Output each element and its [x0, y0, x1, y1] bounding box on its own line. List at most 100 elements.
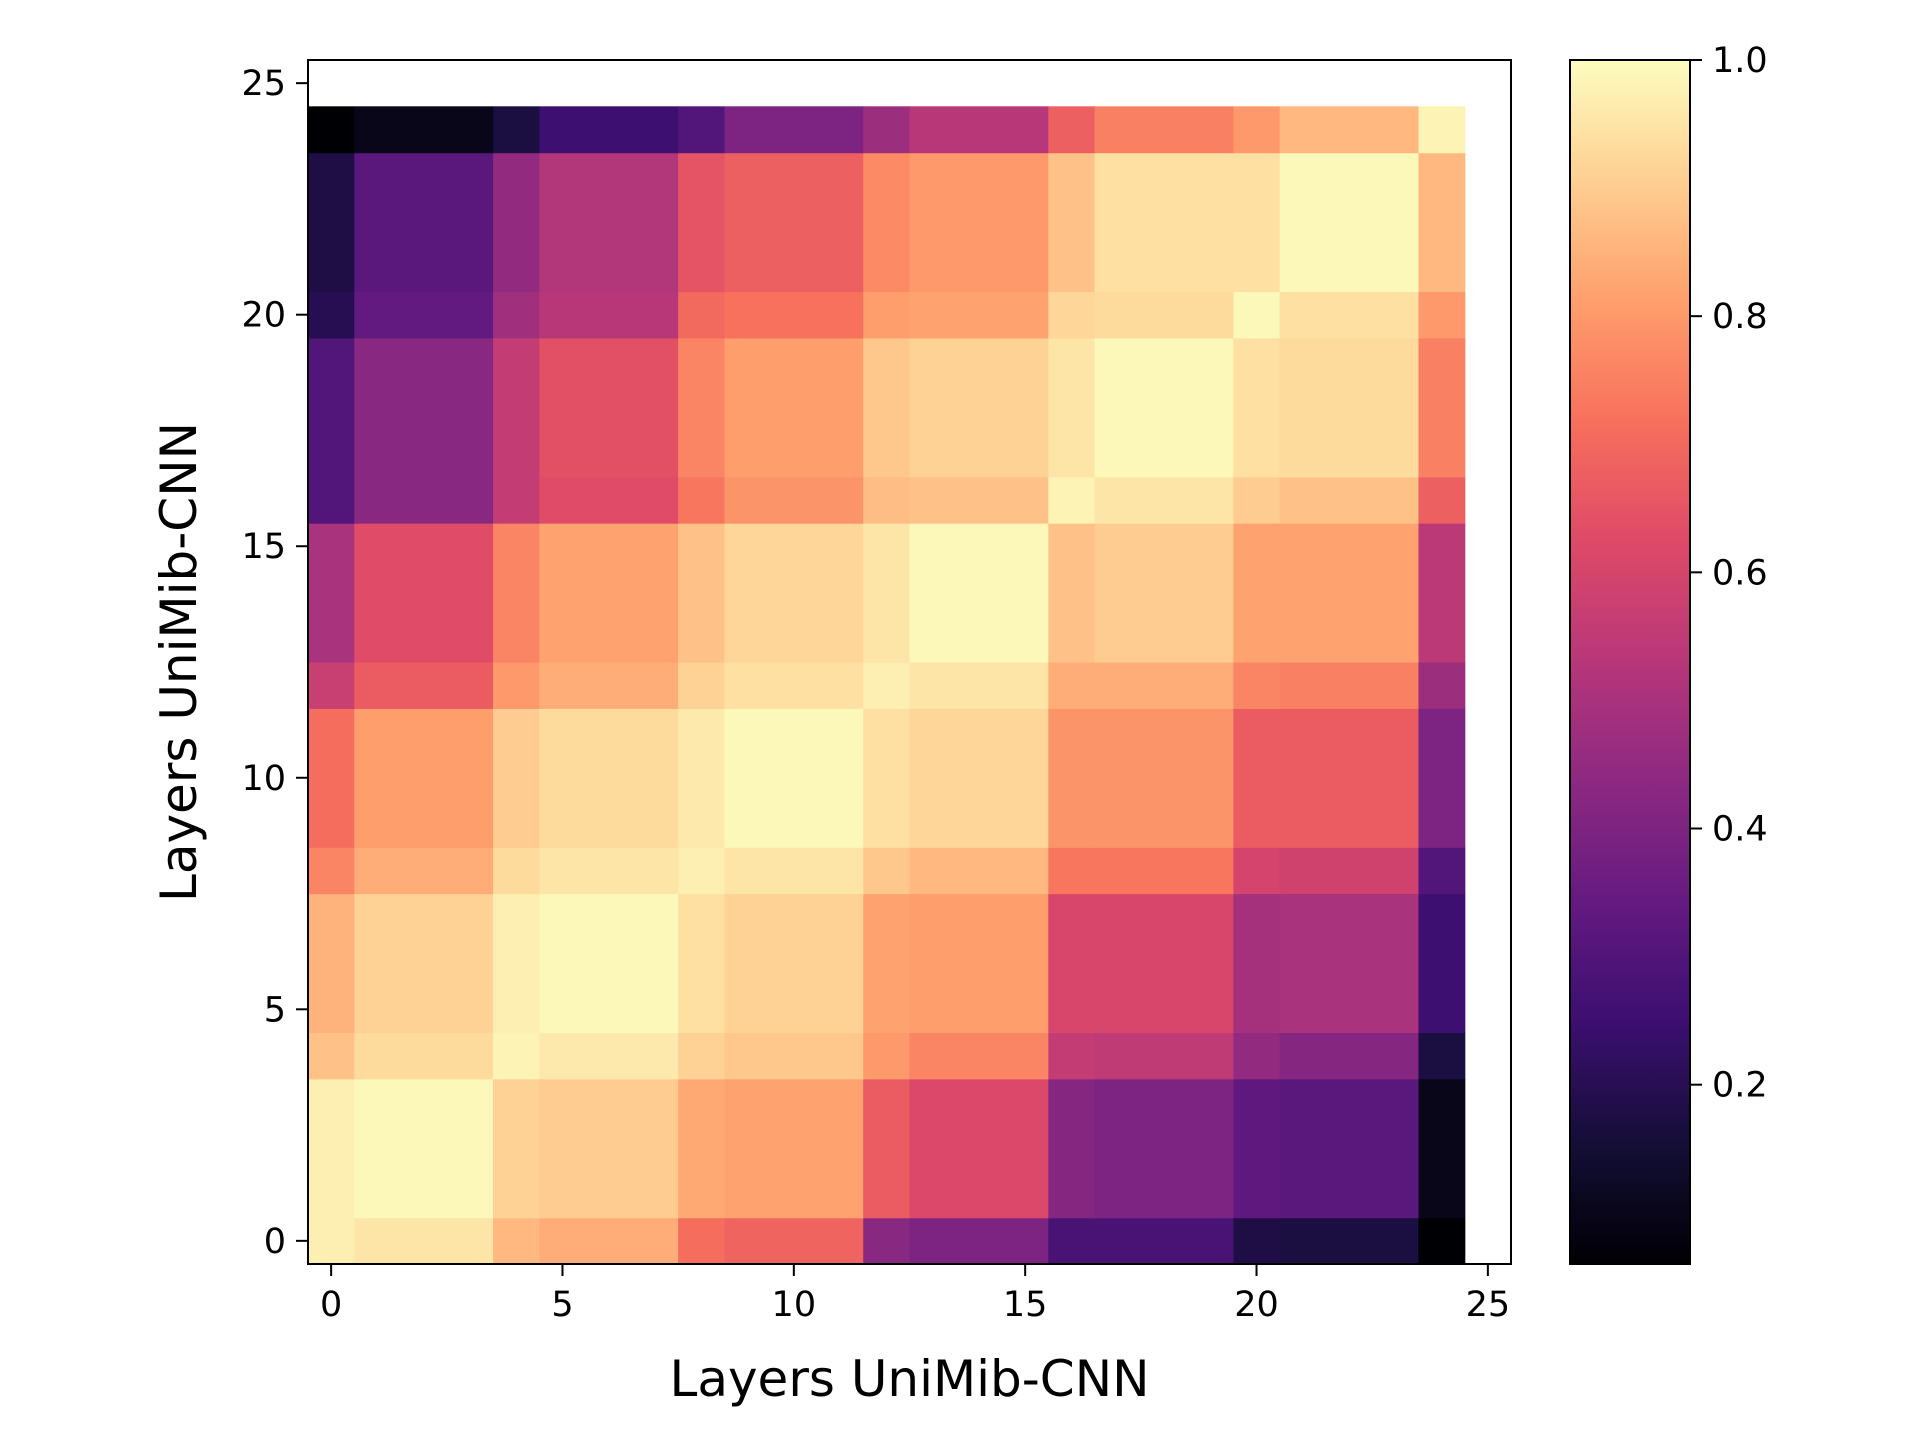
heatmap-cell: [493, 523, 540, 663]
heatmap-cell: [724, 523, 864, 663]
heatmap-cell: [909, 291, 1049, 339]
heatmap-cell: [308, 523, 355, 663]
heatmap-cell: [1048, 291, 1096, 339]
heatmap-cell: [539, 152, 679, 293]
heatmap-cell: [863, 476, 911, 524]
heatmap-cell: [1279, 476, 1420, 524]
heatmap-cell: [1048, 152, 1096, 293]
heatmap-cell: [909, 106, 1049, 154]
heatmap-cell: [539, 1078, 679, 1219]
heatmap-cell: [539, 291, 679, 339]
plot-frame: [307, 59, 1512, 1265]
heatmap-cell: [539, 106, 679, 154]
heatmap-cell: [1233, 1032, 1281, 1080]
heatmap-cell: [1048, 1217, 1096, 1265]
heatmap-cell: [724, 662, 864, 709]
heatmap-cell: [1279, 523, 1420, 663]
heatmap-cell: [493, 847, 540, 895]
heatmap-cell: [863, 1078, 911, 1219]
heatmap-cell: [1233, 708, 1281, 848]
x-tick-label: 10: [772, 1285, 817, 1325]
heatmap-cell: [724, 337, 864, 478]
heatmap-cell: [1094, 337, 1234, 478]
heatmap-cell: [1233, 291, 1281, 339]
heatmap-cell: [539, 523, 679, 663]
heatmap-cell: [863, 152, 911, 293]
heatmap-cell: [354, 1217, 494, 1265]
heatmap-cell: [493, 291, 540, 339]
heatmap-cell: [1279, 337, 1420, 478]
y-tick-label: 15: [241, 527, 286, 567]
heatmap-cell: [1279, 291, 1420, 339]
heatmap-cell: [724, 476, 864, 524]
heatmap-cell: [678, 337, 726, 478]
y-tick-label: 20: [241, 296, 286, 336]
heatmap-cell: [493, 708, 540, 848]
heatmap-cell: [308, 1078, 355, 1219]
heatmap-cell: [678, 893, 726, 1034]
colorbar-tick-label: 1.0: [1712, 41, 1768, 81]
heatmap-cell: [539, 893, 679, 1034]
heatmap-cell: [1233, 1078, 1281, 1219]
heatmap-cell: [724, 708, 864, 848]
heatmap-cell: [1233, 476, 1281, 524]
heatmap-cell: [678, 662, 726, 709]
heatmap-cell: [1094, 523, 1234, 663]
x-tick-label: 20: [1234, 1285, 1279, 1325]
heatmap-cell: [1279, 893, 1420, 1034]
heatmap-cell: [909, 893, 1049, 1034]
heatmap-cell: [308, 152, 355, 293]
heatmap-cell: [354, 337, 494, 478]
heatmap-cell: [863, 662, 911, 709]
heatmap-cell: [678, 1078, 726, 1219]
heatmap-cell: [724, 1032, 864, 1080]
heatmap-cell: [354, 523, 494, 663]
heatmap-cell: [1048, 337, 1096, 478]
heatmap-cell: [863, 893, 911, 1034]
heatmap-cell: [1418, 662, 1466, 709]
heatmap-cell: [1279, 1217, 1420, 1265]
heatmap-cell: [1048, 708, 1096, 848]
heatmap-cell: [1233, 662, 1281, 709]
heatmap-cell: [863, 1217, 911, 1265]
heatmap-cell: [1094, 1217, 1234, 1265]
heatmap-cell: [724, 1078, 864, 1219]
heatmap-cell: [539, 847, 679, 895]
heatmap-cell: [1094, 1078, 1234, 1219]
heatmap-cell: [1094, 708, 1234, 848]
heatmap-cell: [909, 662, 1049, 709]
heatmap-cell: [493, 1217, 540, 1265]
heatmap-cell: [493, 152, 540, 293]
heatmap-cell: [354, 847, 494, 895]
heatmap-cell: [354, 1078, 494, 1219]
heatmap-cell: [863, 337, 911, 478]
heatmap-cell: [909, 1032, 1049, 1080]
heatmap-cell: [1279, 1078, 1420, 1219]
heatmap-cell: [1279, 152, 1420, 293]
heatmap-cell: [678, 291, 726, 339]
heatmap-cell: [1048, 1078, 1096, 1219]
heatmap-cell: [1418, 291, 1466, 339]
heatmap-cell: [1094, 291, 1234, 339]
heatmap-cell: [724, 893, 864, 1034]
heatmap-cell: [1233, 1217, 1281, 1265]
heatmap-cell: [308, 1032, 355, 1080]
heatmap-cell: [678, 708, 726, 848]
heatmap-cell: [308, 662, 355, 709]
y-axis-ticks: 0 5 10 15 20 25: [241, 64, 308, 1262]
heatmap-cell: [1418, 708, 1466, 848]
heatmap-cell: [863, 106, 911, 154]
heatmap-cell: [1418, 1078, 1466, 1219]
y-tick-label: 0: [264, 1222, 286, 1262]
heatmap-cell: [678, 1032, 726, 1080]
colorbar-ticks: 0.2 0.4 0.6 0.8 1.0: [1690, 41, 1768, 1106]
heatmap-cells: [308, 106, 1466, 1265]
heatmap-cell: [678, 476, 726, 524]
heatmap-cell: [1094, 106, 1234, 154]
heatmap-cell: [539, 337, 679, 478]
y-tick-label: 10: [241, 759, 286, 799]
heatmap-cell: [1418, 523, 1466, 663]
heatmap-cell: [724, 291, 864, 339]
heatmap-cell: [909, 847, 1049, 895]
colorbar-tick-label: 0.2: [1712, 1066, 1768, 1106]
